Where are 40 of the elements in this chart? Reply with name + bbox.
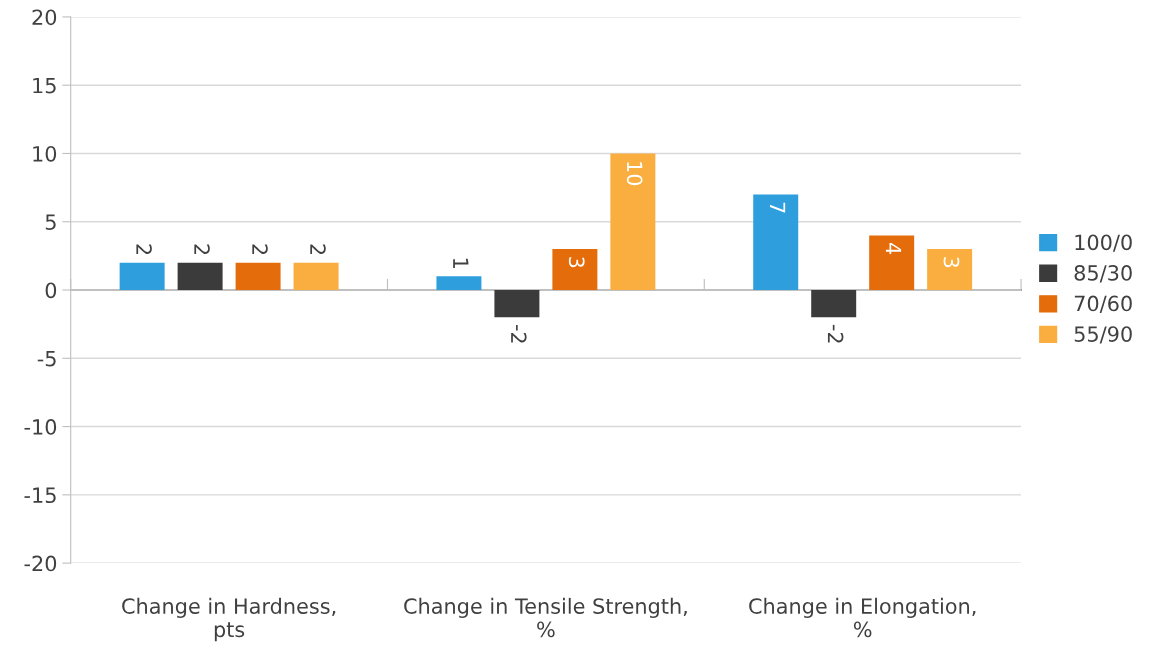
- data-label: 3: [568, 257, 585, 268]
- y-tick-label: 15: [33, 77, 56, 94]
- data-label: 3: [943, 257, 960, 268]
- x-tick-label: Change in Elongation, %: [749, 597, 976, 638]
- legend-label: 85/30: [1074, 265, 1132, 283]
- data-label: 2: [136, 244, 152, 255]
- y-tick-label: 20: [32, 9, 57, 26]
- bar: [610, 153, 656, 291]
- legend-label: 70/60: [1074, 295, 1132, 313]
- bar: [753, 194, 799, 291]
- legend-label: 100/0: [1075, 234, 1132, 252]
- data-label: 2: [252, 244, 268, 255]
- data-label: -2: [511, 324, 527, 343]
- bar: [811, 290, 857, 318]
- data-label: 7: [769, 202, 786, 213]
- y-tick-label: -5: [37, 351, 56, 367]
- x-tick-label: Change in Hardness, pts: [122, 597, 336, 642]
- y-tick-label: -15: [24, 487, 56, 504]
- bar: [293, 262, 339, 291]
- data-label: 4: [885, 242, 902, 255]
- data-label: 2: [310, 244, 326, 255]
- data-label: 2: [194, 244, 210, 255]
- y-tick-label: 5: [45, 214, 56, 230]
- bar: [494, 290, 540, 318]
- y-tick-label: -10: [24, 419, 57, 435]
- bar: [177, 262, 223, 291]
- bar: [119, 262, 165, 291]
- data-label: 1: [453, 258, 469, 268]
- bar: [552, 249, 598, 291]
- bar: [436, 276, 482, 291]
- bar: [869, 235, 915, 291]
- y-tick-label: 10: [33, 145, 57, 162]
- data-label: -2: [827, 324, 844, 343]
- y-tick-label: -20: [24, 555, 57, 572]
- y-tick-label: 0: [45, 282, 57, 299]
- bar: [927, 249, 973, 291]
- bar: [235, 262, 281, 291]
- data-label: 10: [626, 162, 643, 186]
- x-tick-label: Change in Tensile Strength, %: [404, 597, 687, 638]
- legend-label: 55/90: [1074, 326, 1132, 344]
